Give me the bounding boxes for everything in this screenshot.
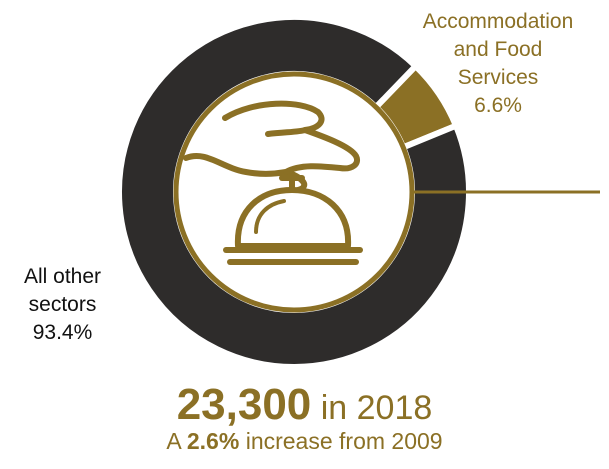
- subline-suffix: increase from 2009: [239, 428, 443, 454]
- slice-label-line: Services: [457, 66, 539, 89]
- headline-value: 23,300: [176, 380, 312, 429]
- hand-over-service-bell-icon: [183, 100, 363, 265]
- slice-label-value: 6.6%: [474, 94, 522, 117]
- slice-label-accommodation: Accommodation and Food Services 6.6%: [404, 8, 592, 120]
- subline-highlight: 2.6%: [186, 428, 240, 454]
- slice-label-line: and Food: [453, 38, 543, 61]
- headline: 23,300 in 2018: [0, 380, 609, 430]
- headline-suffix: in 2018: [311, 389, 433, 427]
- subline-prefix: A: [166, 428, 187, 454]
- slice-label-line: sectors: [28, 293, 97, 316]
- slice-label-line: All other: [23, 265, 102, 288]
- slice-label-other-sectors: All other sectors 93.4%: [0, 263, 125, 347]
- slice-label-line: Accommodation: [422, 10, 574, 33]
- slice-label-value: 93.4%: [32, 321, 93, 344]
- subline: A 2.6% increase from 2009: [0, 428, 609, 455]
